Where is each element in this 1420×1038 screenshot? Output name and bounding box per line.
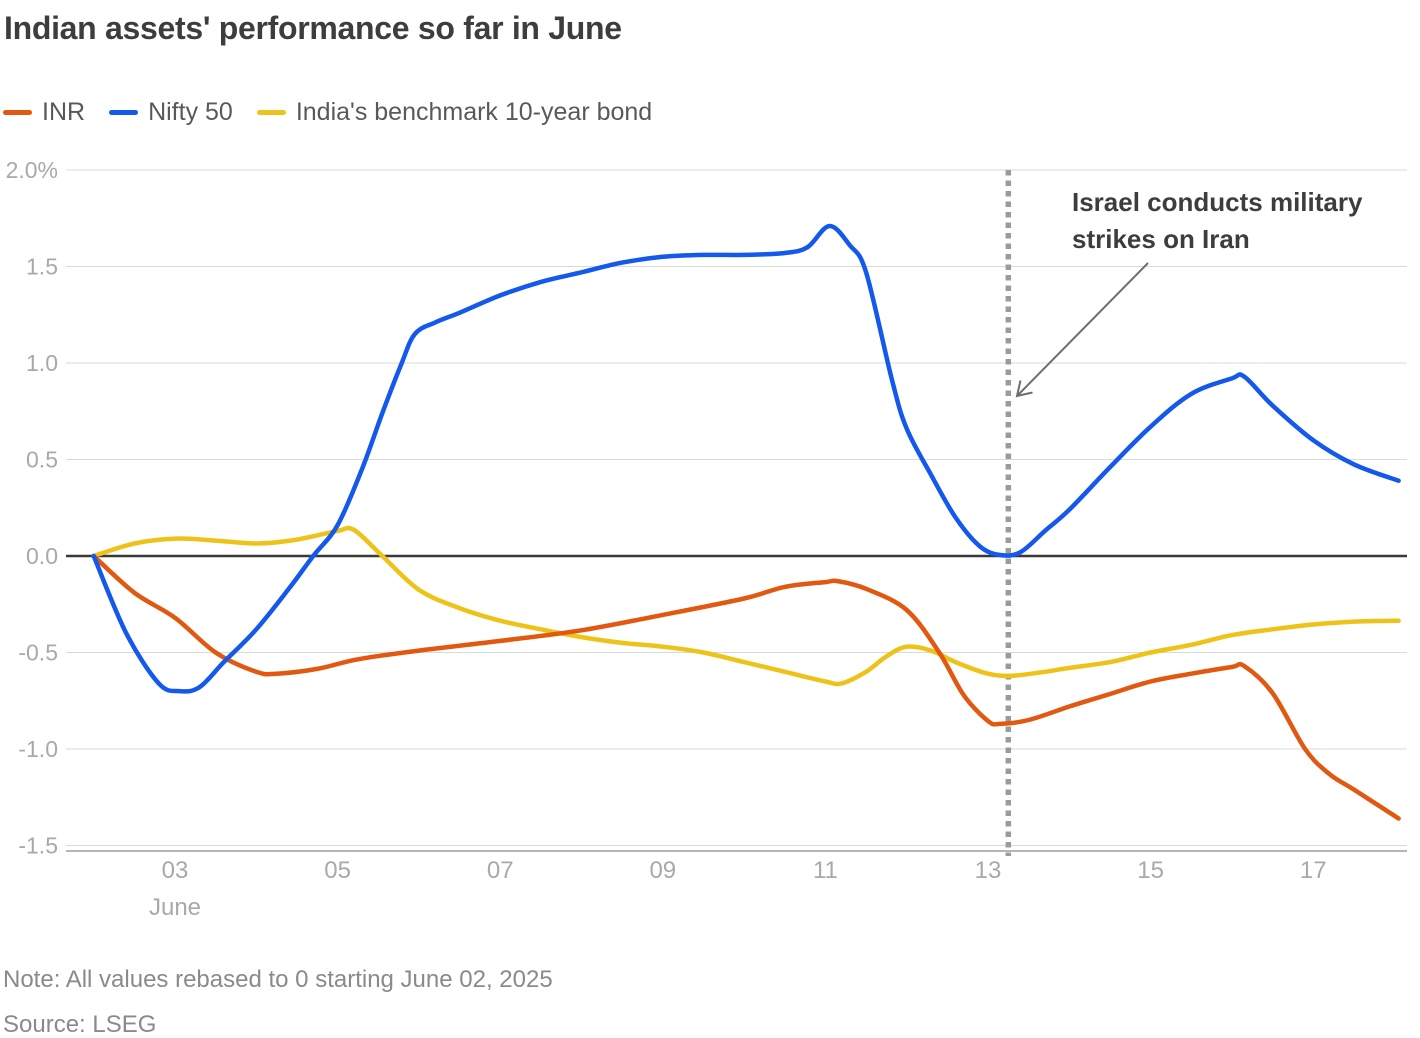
page-title: Indian assets' performance so far in Jun… [4, 10, 622, 46]
x-tick-label: 17 [1300, 857, 1327, 884]
y-tick-label: -0.5 [18, 640, 58, 666]
legend-label-nifty50: Nifty 50 [148, 98, 233, 126]
event-annotation-line1: Israel conducts military [1072, 187, 1363, 217]
series-line-india-s-benchmark-10-year-bond [91, 525, 1401, 687]
x-tick-label: 09 [649, 857, 676, 884]
x-tick-label: 11 [813, 857, 838, 884]
x-tick-label: 15 [1137, 857, 1164, 884]
chart-note: Note: All values rebased to 0 starting J… [3, 966, 553, 993]
line-chart: 2.0% 1.5 1.0 0.5 0.0 -0.5 -1.0 -1.5 03 05 07 09 11 13… [6, 157, 1407, 921]
series-line-inr [91, 553, 1401, 821]
bond-color-swatch-icon [256, 110, 286, 115]
y-tick-label: 0.5 [26, 447, 58, 473]
legend-label-bond: India's benchmark 10-year bond [295, 98, 653, 126]
y-tick-label: 0.0 [26, 543, 58, 569]
x-axis-labels: 03 05 07 09 11 13 15 17 June [149, 857, 1327, 921]
legend-item-nifty50: Nifty 50 [109, 98, 233, 127]
legend-item-bond: India's benchmark 10-year bond [256, 98, 653, 127]
x-tick-label: 03 [162, 857, 189, 884]
y-tick-label: 1.5 [26, 254, 58, 280]
x-tick-label: 13 [975, 857, 1002, 884]
legend-label-inr: INR [42, 98, 86, 126]
x-tick-label: 05 [324, 857, 351, 884]
chart-source: Source: LSEG [3, 1011, 157, 1038]
legend: INR Nifty 50 India's benchmark 10-year b… [3, 98, 676, 127]
y-tick-label: 2.0% [6, 157, 58, 183]
legend-item-inr: INR [3, 98, 85, 127]
x-axis-month-label: June [149, 894, 201, 921]
series-line-nifty-50 [91, 223, 1401, 694]
event-annotation: Israel conducts military strikes on Iran [1072, 184, 1412, 258]
event-annotation-line2: strikes on Iran [1072, 224, 1250, 254]
y-axis-labels: 2.0% 1.5 1.0 0.5 0.0 -0.5 -1.0 -1.5 [6, 157, 58, 859]
x-tick-label: 07 [487, 857, 514, 884]
y-tick-label: -1.5 [18, 833, 58, 859]
y-tick-label: -1.0 [18, 736, 58, 762]
annotation-arrow-icon [1015, 262, 1149, 398]
y-tick-label: 1.0 [26, 350, 58, 376]
inr-color-swatch-icon [3, 110, 32, 115]
gridlines [66, 169, 1407, 846]
nifty50-color-swatch-icon [109, 110, 139, 115]
